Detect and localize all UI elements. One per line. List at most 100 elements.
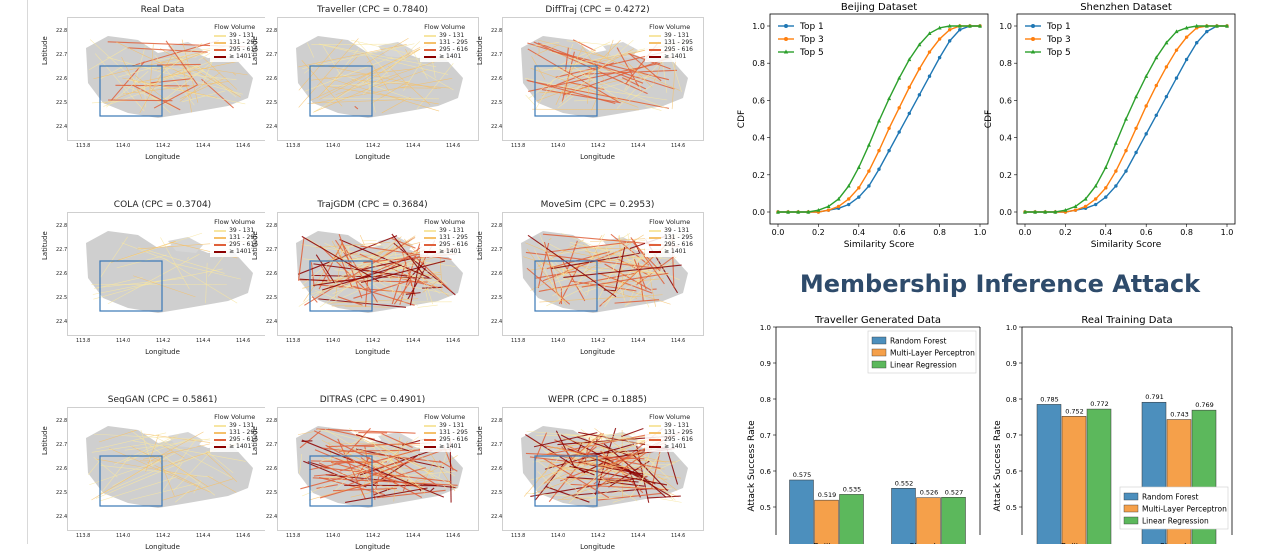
legend-label: Random Forest — [1142, 493, 1199, 502]
y-tick-label: 1.0 — [752, 22, 765, 31]
flow-map-title: WEPR (CPC = 0.1885) — [490, 395, 705, 405]
flow-legend-item: ≥ 1401 — [424, 443, 468, 450]
flow-legend-label: ≥ 1401 — [439, 53, 461, 60]
flow-map-xtick: 114.6 — [236, 338, 250, 344]
flow-map-xtick: 114.6 — [446, 338, 460, 344]
flow-legend-title: Flow Volume — [424, 414, 468, 421]
legend-label: Top 3 — [1046, 35, 1071, 45]
flow-map-xtick: 114.6 — [236, 143, 250, 149]
data-point — [776, 210, 779, 213]
data-point — [1104, 195, 1107, 198]
flow-map-xtick: 114.0 — [326, 338, 340, 344]
flow-legend-label: ≥ 1401 — [229, 443, 251, 450]
flow-map-xtick: 114.2 — [156, 338, 170, 344]
flow-legend-swatch — [649, 42, 661, 44]
data-point — [948, 28, 951, 31]
flow-legend-label: ≥ 1401 — [229, 248, 251, 255]
flow-legend-label: ≥ 1401 — [439, 248, 461, 255]
flow-legend-label: 295 - 616 — [664, 46, 693, 53]
flow-legend-swatch — [649, 425, 661, 427]
flow-map-ytick: 22.7 — [491, 247, 502, 253]
flow-map-ytick: 22.8 — [491, 28, 502, 34]
bar-chart-title: Real Training Data — [1081, 315, 1172, 326]
legend-marker — [784, 50, 788, 54]
flow-map-ytick: 22.5 — [56, 490, 67, 496]
data-point — [1165, 65, 1168, 68]
data-point — [1114, 169, 1117, 172]
data-point — [837, 207, 840, 210]
flow-line — [302, 441, 313, 442]
legend-frame — [868, 331, 976, 373]
flow-map-ytick: 22.4 — [491, 514, 502, 520]
flow-legend-item: 131 - 295 — [649, 39, 693, 46]
legend-label: Top 1 — [1046, 22, 1071, 32]
flow-map-xtick: 114.0 — [551, 338, 565, 344]
data-point — [1124, 117, 1128, 121]
flow-map-xtick: 114.4 — [631, 338, 645, 344]
data-point — [1104, 186, 1107, 189]
series-line — [778, 26, 980, 212]
data-point — [958, 24, 962, 28]
bar — [1142, 402, 1166, 544]
data-point — [918, 93, 921, 96]
data-point — [1155, 114, 1158, 117]
flow-legend-label: 295 - 616 — [439, 46, 468, 53]
flow-legend-swatch — [214, 230, 226, 232]
flow-map-xtick: 114.0 — [116, 338, 130, 344]
series-line — [1025, 26, 1227, 212]
flow-map-xlabel: Longitude — [265, 348, 480, 356]
flow-legend-swatch — [214, 446, 226, 448]
bar — [917, 498, 941, 544]
bar-value-label: 0.535 — [843, 485, 862, 493]
flow-map-ytick: 22.6 — [266, 466, 277, 472]
flow-legend-item: 39 - 131 — [649, 227, 693, 234]
data-point — [797, 210, 800, 213]
flow-legend-label: ≥ 1401 — [664, 443, 686, 450]
flow-map-xlabel: Longitude — [490, 348, 705, 356]
data-point — [958, 28, 961, 31]
data-point — [1074, 208, 1077, 211]
flow-map-ytick: 22.6 — [56, 76, 67, 82]
data-point — [847, 197, 850, 200]
data-point — [847, 203, 850, 206]
y-tick-label: 0.6 — [752, 96, 765, 105]
bar-value-label: 0.526 — [920, 489, 939, 497]
bar-value-label: 0.743 — [1170, 411, 1189, 419]
flow-legend-item: 39 - 131 — [424, 32, 468, 39]
flow-legend-label: 295 - 616 — [664, 241, 693, 248]
bar-value-label: 0.769 — [1195, 401, 1214, 409]
data-point — [1084, 207, 1087, 210]
bar-chart: Traveller Generated Data0.50.60.70.80.91… — [747, 315, 980, 544]
data-point — [1064, 210, 1067, 213]
y-tick-label: 1.0 — [1006, 324, 1017, 332]
flow-line — [418, 305, 438, 307]
data-point — [1195, 41, 1198, 44]
flow-map-ytick: 22.8 — [266, 223, 277, 229]
data-point — [837, 205, 840, 208]
flow-map-xlabel: Longitude — [490, 153, 705, 161]
legend-swatch — [872, 349, 886, 356]
flow-map-ytick: 22.6 — [491, 76, 502, 82]
bar — [815, 500, 839, 544]
y-tick-label: 0.9 — [760, 360, 771, 368]
data-point — [1044, 210, 1047, 213]
flow-map-xtick: 114.0 — [551, 533, 565, 539]
flow-legend-item: 39 - 131 — [649, 422, 693, 429]
flow-map-ytick: 22.4 — [266, 319, 277, 325]
y-tick-label: 0.8 — [760, 396, 771, 404]
flow-legend-swatch — [214, 439, 226, 441]
flow-line — [108, 100, 172, 101]
flow-map-ytick: 22.4 — [266, 124, 277, 130]
flow-map-ytick: 22.5 — [56, 295, 67, 301]
flow-map-title: DITRAS (CPC = 0.4901) — [265, 395, 480, 405]
legend-label: Top 5 — [799, 48, 824, 58]
bar — [942, 497, 966, 544]
data-point — [867, 169, 870, 172]
flow-map-ylabel: Latitude — [41, 36, 49, 65]
flow-line — [115, 85, 189, 86]
flow-legend-swatch — [649, 439, 661, 441]
